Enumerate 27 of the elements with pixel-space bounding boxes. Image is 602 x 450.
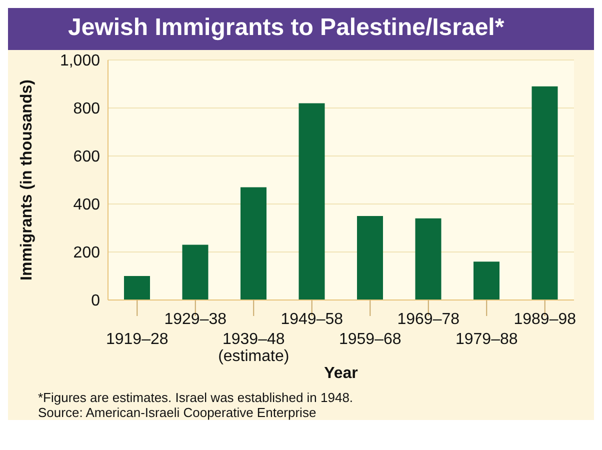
- bar: [298, 103, 325, 300]
- x-tick-label: 1949–58: [280, 311, 344, 328]
- y-tick-label: 0: [91, 292, 100, 310]
- bar: [124, 276, 150, 300]
- x-tick-label: 1929–38: [164, 311, 227, 328]
- x-tick-label: 1969–78: [397, 311, 460, 328]
- bar: [357, 216, 383, 300]
- y-tick-label: 1,000: [60, 52, 100, 70]
- y-tick-label: 600: [73, 148, 100, 166]
- chart-title: Jewish Immigrants to Palestine/Israel*: [8, 8, 594, 50]
- y-tick-label: 800: [73, 100, 100, 118]
- x-tick-label: 1919–28: [106, 331, 168, 348]
- y-axis-title: Immigrants (in thousands): [18, 80, 36, 280]
- bar: [240, 187, 266, 300]
- y-tick-label: 400: [73, 196, 100, 214]
- x-tick-label: 1939–48 (estimate): [218, 331, 290, 365]
- bar: [182, 244, 208, 300]
- source-note: Source: American-Israeli Cooperative Enterprise: [37, 405, 318, 420]
- x-tick-label: 1989–98: [514, 311, 576, 328]
- x-tick-label: 1959–68: [338, 331, 402, 348]
- bar: [415, 218, 442, 300]
- y-tick-label: 200: [73, 244, 100, 262]
- x-axis-title: Year: [324, 365, 358, 382]
- x-tick-label: 1979–88: [455, 331, 518, 348]
- bar: [532, 86, 558, 300]
- text: *Figures are estimates. Israel was established in 1948.: [37, 390, 354, 405]
- bar: [474, 262, 500, 300]
